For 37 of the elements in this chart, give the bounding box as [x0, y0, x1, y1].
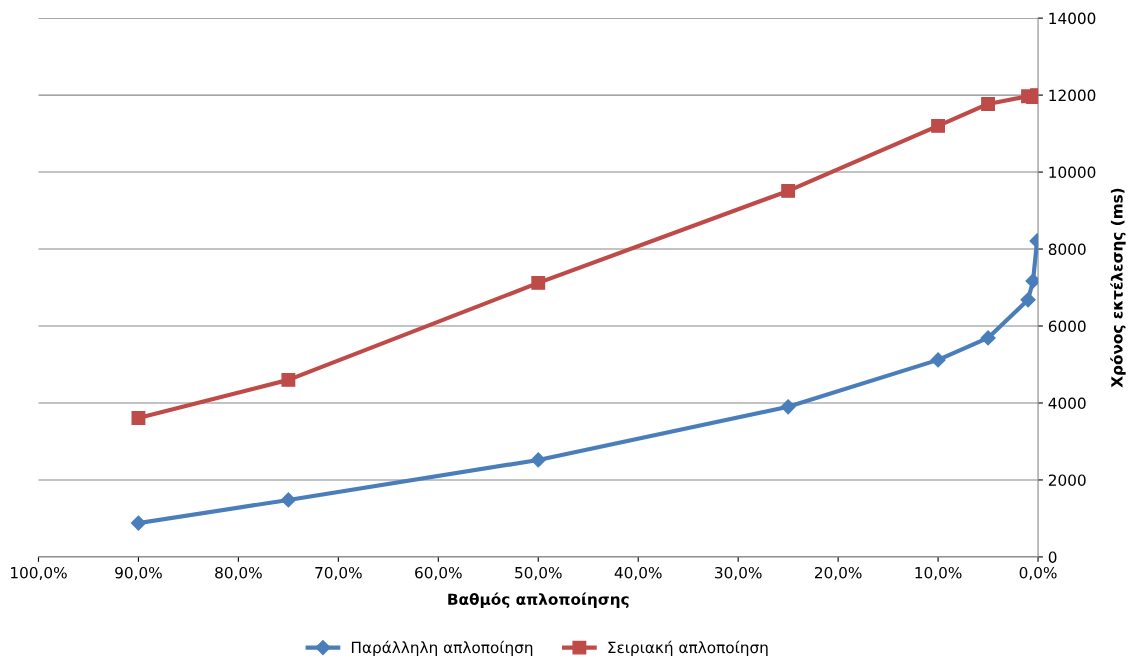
- point: [530, 452, 546, 468]
- point: [131, 411, 146, 425]
- y-tick-label: 8000: [1048, 243, 1086, 256]
- point: [1020, 292, 1036, 308]
- legend-label: Σειριακή απλοποίηση: [608, 640, 768, 657]
- x-tick-label: 0,0%: [1019, 566, 1057, 581]
- x-tick-label: 50,0%: [515, 566, 562, 581]
- point: [130, 515, 147, 531]
- x-tick-label: 30,0%: [715, 566, 762, 581]
- y-tick-label: 14000: [1049, 12, 1096, 25]
- y-tick-label: 10000: [1049, 166, 1096, 179]
- point: [281, 372, 296, 387]
- x-tick-label: 100,0%: [11, 566, 67, 581]
- point: [1025, 273, 1039, 289]
- point: [531, 275, 546, 290]
- y-tick-label: 6000: [1048, 320, 1086, 333]
- x-tick-label: 90,0%: [115, 566, 162, 581]
- y-tick-label: 2000: [1048, 474, 1086, 486]
- x-tick-label: 20,0%: [814, 566, 862, 581]
- x-tick-label: 80,0%: [215, 566, 262, 581]
- point: [780, 399, 796, 415]
- y-axis-title: Χρόνος εκτέλεσης (ms): [1110, 188, 1126, 388]
- point: [981, 96, 996, 111]
- point: [930, 352, 946, 368]
- y-tick-label: 4000: [1048, 397, 1086, 410]
- point: [280, 492, 296, 508]
- x-axis-title: Βαθμός απλοποίησης: [448, 592, 629, 608]
- legend-label: Παράλληλη απλοποίηση: [351, 640, 533, 657]
- y-tick-label: 0: [1048, 551, 1057, 563]
- x-tick-label: 40,0%: [614, 566, 662, 581]
- point: [980, 330, 996, 346]
- x-tick-label: 60,0%: [415, 566, 462, 581]
- x-tick-label: 70,0%: [315, 566, 362, 581]
- x-tick-label: 10,0%: [915, 566, 962, 581]
- point: [781, 183, 796, 198]
- point: [931, 118, 946, 133]
- y-tick-label: 12000: [1049, 89, 1096, 102]
